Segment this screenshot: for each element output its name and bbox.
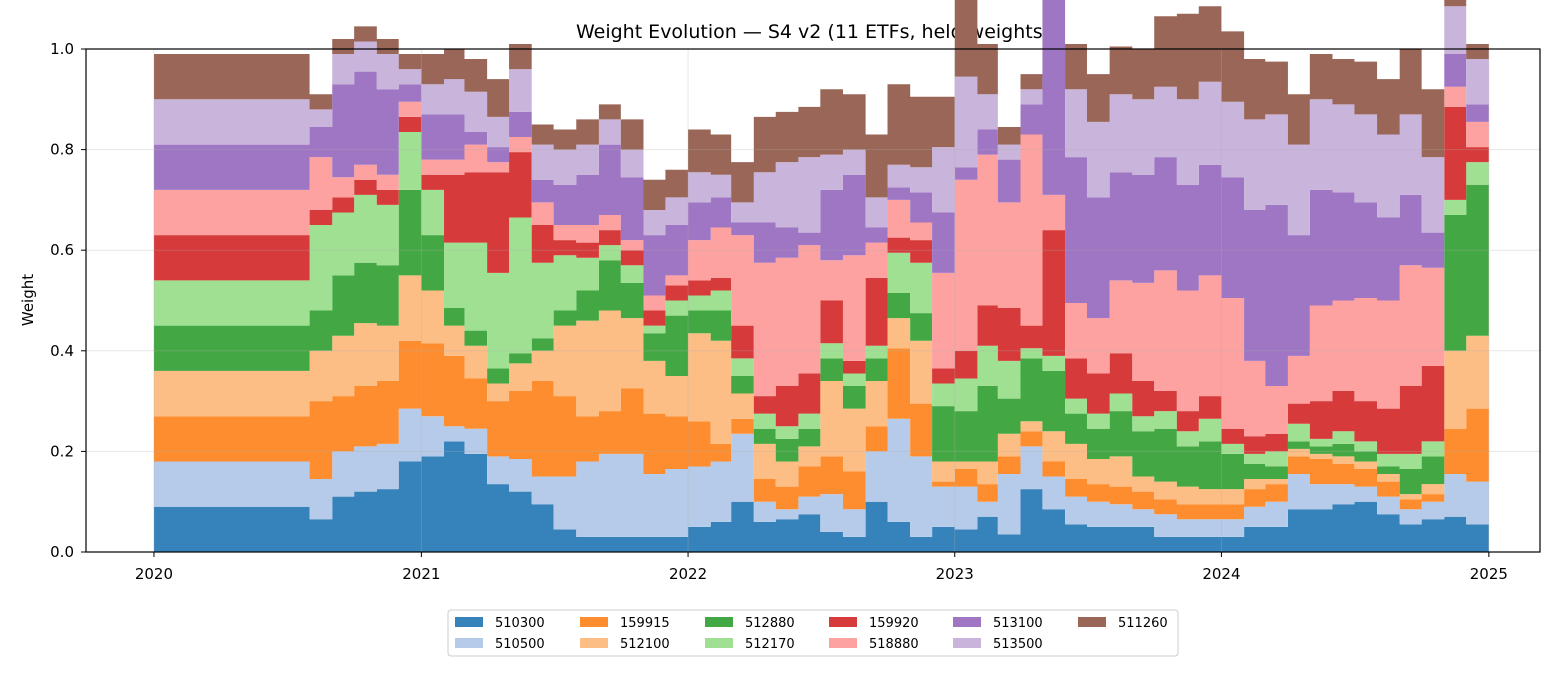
x-tick-label: 2024 [1202,565,1240,583]
legend-item-512880: 512880 [705,616,795,631]
chart-title: Weight Evolution — S4 v2 (11 ETFs, held … [576,21,1050,43]
legend-item-511260: 511260 [1078,616,1168,631]
legend-item-513100: 513100 [953,616,1043,631]
legend-label: 518880 [869,637,919,652]
legend-swatch [953,638,981,648]
legend-label: 510300 [495,616,545,631]
legend-label: 511260 [1118,616,1168,631]
legend-item-510500: 510500 [455,637,545,652]
legend-label: 513100 [993,616,1043,631]
y-tick-label: 0.4 [50,342,74,360]
x-tick-label: 2025 [1470,565,1508,583]
x-axis: 2020 2021 2022 2023 2024 2025 [135,552,1508,583]
legend-swatch [829,638,857,648]
legend-swatch [580,638,608,648]
y-tick-label: 0.6 [50,241,74,259]
stacked-areas [153,0,1489,552]
legend-frame [447,609,1179,657]
area-series-510500 [153,408,1489,537]
y-tick-label: 1.0 [50,40,74,58]
legend-swatch [705,617,733,627]
legend-label: 159920 [869,616,919,631]
area-series-159915 [153,340,1489,520]
y-axis-label: Weight [19,274,37,326]
plot-frame [85,48,1541,553]
y-tick-label: 0.2 [50,442,74,460]
area-series-159920 [153,106,1489,454]
y-axis: 0.0 0.2 0.4 0.6 0.8 1.0 [50,40,86,561]
y-tick-label: 0.0 [50,543,74,561]
legend-swatch [455,617,483,627]
legend-label: 510500 [495,637,545,652]
legend-item-512100: 512100 [580,637,670,652]
legend-swatch [829,617,857,627]
legend-item-159920: 159920 [829,616,919,631]
legend-swatch [580,617,608,627]
x-tick-label: 2023 [936,565,974,583]
y-tick-label: 0.8 [50,141,74,159]
legend-item-512170: 512170 [705,637,795,652]
legend-label: 513500 [993,637,1043,652]
legend-swatch [705,638,733,648]
area-series-512100 [153,275,1489,505]
legend-label: 512880 [745,616,795,631]
area-series-510300 [153,441,1489,552]
legend-label: 512170 [745,637,795,652]
legend-swatch [455,638,483,648]
legend-label: 512100 [620,637,670,652]
legend-label: 159915 [620,616,670,631]
legend-item-518880: 518880 [829,637,919,652]
area-series-513100 [153,0,1489,387]
area-series-518880 [153,86,1489,437]
legend-item-510300: 510300 [455,616,545,631]
legend: 510300 510500 159915 512100 512880 512170 1599… [447,609,1179,657]
legend-item-513500: 513500 [953,637,1043,652]
area-series-511260 [153,0,1489,210]
legend-swatch [1078,617,1106,627]
x-tick-label: 2022 [669,565,707,583]
legend-item-159915: 159915 [580,616,670,631]
area-series-513500 [153,0,1489,236]
legend-swatch [953,617,981,627]
x-tick-label: 2020 [135,565,173,583]
x-tick-label: 2021 [402,565,440,583]
